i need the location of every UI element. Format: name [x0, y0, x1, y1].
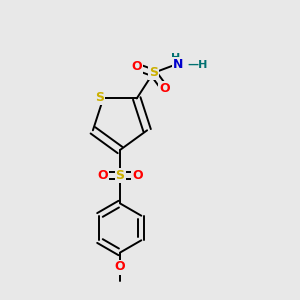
Text: O: O	[159, 82, 170, 95]
Text: H: H	[171, 53, 180, 63]
Text: N: N	[173, 58, 183, 71]
Text: —H: —H	[188, 60, 208, 70]
Text: O: O	[132, 169, 143, 182]
Text: O: O	[97, 169, 108, 182]
Text: O: O	[131, 60, 142, 74]
Text: S: S	[95, 91, 104, 104]
Text: S: S	[116, 169, 124, 182]
Text: S: S	[149, 66, 158, 80]
Text: O: O	[115, 260, 125, 274]
